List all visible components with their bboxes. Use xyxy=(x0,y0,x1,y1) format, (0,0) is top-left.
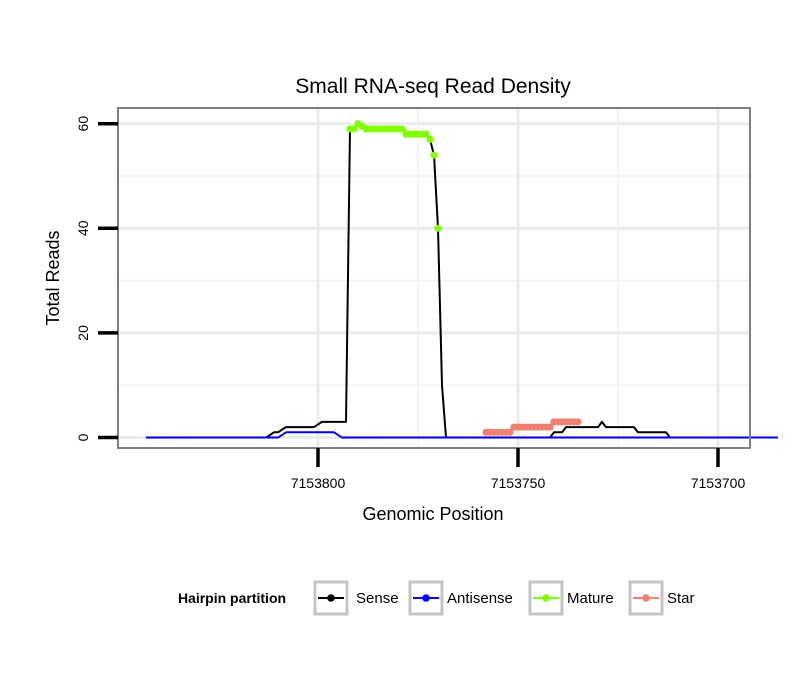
legend-title: Hairpin partition xyxy=(178,590,286,606)
legend-label-sense: Sense xyxy=(356,590,399,607)
legend-label-mature: Mature xyxy=(567,590,614,607)
chart-title: Small RNA-seq Read Density xyxy=(295,75,571,98)
x-tick-label: 7153800 xyxy=(291,475,346,491)
y-tick-label: 40 xyxy=(75,220,91,236)
mature-point xyxy=(434,224,442,232)
star-point xyxy=(506,428,514,436)
legend-label-star: Star xyxy=(667,590,695,607)
plot-border xyxy=(117,107,751,449)
legend-marker-antisense xyxy=(422,594,430,602)
y-tick-label: 0 xyxy=(75,433,91,441)
antisense-line xyxy=(146,431,778,439)
y-tick-label: 20 xyxy=(75,325,91,341)
x-tick-label: 7153750 xyxy=(491,475,546,491)
mature-point xyxy=(426,135,434,143)
legend-marker-star xyxy=(642,594,650,602)
legend-label-antisense: Antisense xyxy=(447,590,513,607)
mature-point xyxy=(430,151,438,159)
mature-point xyxy=(422,130,430,138)
x-tick-label: 7153700 xyxy=(691,475,746,491)
x-axis: 7153800 7153750 7153700 xyxy=(291,448,746,491)
star-point xyxy=(574,418,582,426)
y-tick-label: 60 xyxy=(75,116,91,132)
star-point xyxy=(546,423,554,431)
legend: Hairpin partition Sense Antisense Mature St… xyxy=(178,580,695,616)
series-points xyxy=(346,120,582,436)
minor-gridlines xyxy=(118,108,750,448)
y-axis: 0 20 40 60 xyxy=(75,116,118,441)
y-axis-label: Total Reads xyxy=(43,230,63,325)
mature-point xyxy=(350,125,358,133)
mature-point xyxy=(398,125,406,133)
legend-marker-mature xyxy=(542,594,550,602)
legend-entries: Sense Antisense Mature Star xyxy=(313,580,695,616)
legend-marker-sense xyxy=(327,594,335,602)
x-axis-label: Genomic Position xyxy=(362,504,503,524)
